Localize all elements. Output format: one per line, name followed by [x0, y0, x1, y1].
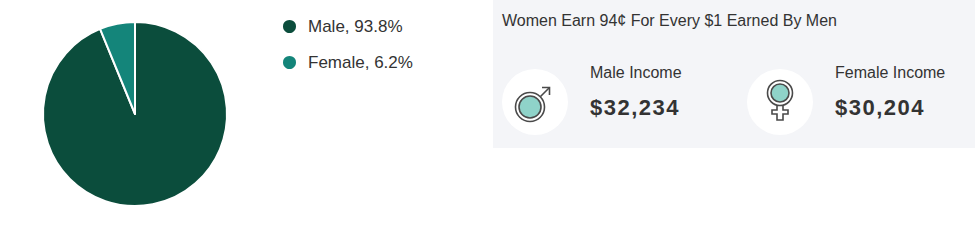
svg-text:Female, 6.2%: Female, 6.2% [308, 53, 413, 72]
html-text:$30,204: $30,204 [835, 95, 925, 120]
html-text:Male Income: Male Income [590, 64, 682, 81]
html-text:Female Income: Female Income [835, 64, 946, 81]
html-text:$32,234: $32,234 [590, 95, 680, 120]
svg-text:Male, 93.8%: Male, 93.8% [308, 17, 403, 36]
html-text:Women Earn 94¢ For Every $1 Ea: Women Earn 94¢ For Every $1 Earned By Me… [502, 12, 837, 29]
